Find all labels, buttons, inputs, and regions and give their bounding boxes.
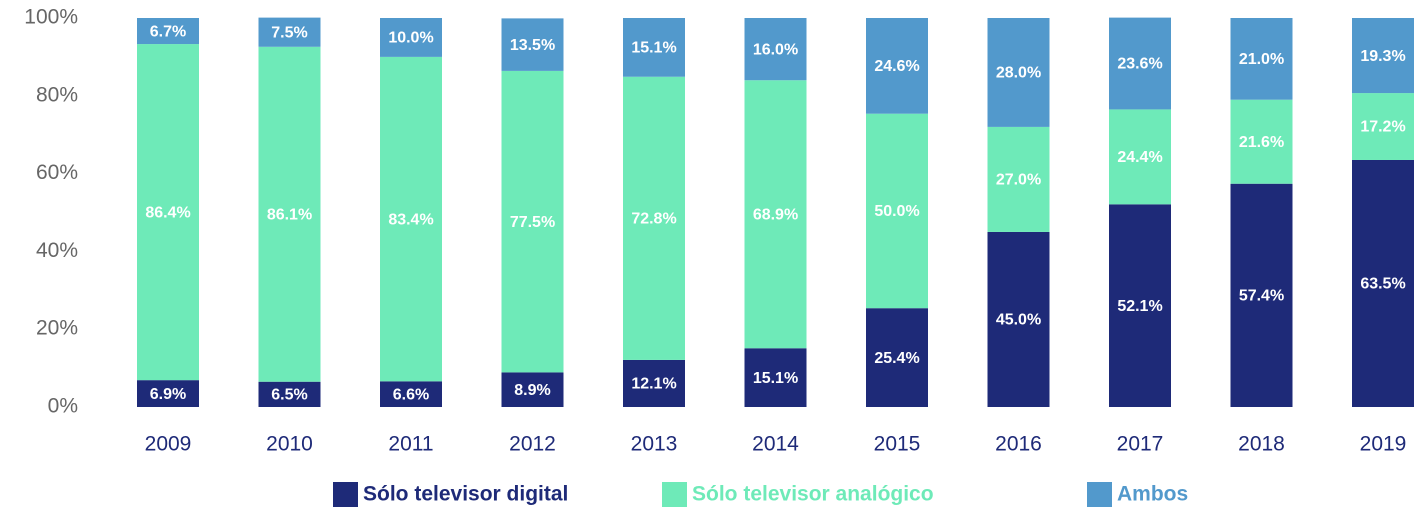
bar-segment [501,70,564,373]
legend-label: Sólo televisor digital [363,483,568,506]
x-tick-label: 2012 [509,433,556,456]
bar-segment [258,46,321,382]
bar-segment [380,56,442,382]
data-label: 6.7% [150,23,186,40]
x-tick-label: 2016 [995,433,1042,456]
data-label: 15.1% [631,40,676,57]
y-tick-label: 60% [36,161,78,184]
bar-segment [623,18,685,77]
y-tick-label: 20% [36,317,78,340]
data-label: 6.9% [150,386,186,403]
data-label: 28.0% [996,65,1041,82]
data-label: 57.4% [1239,288,1284,305]
bar-segment [137,18,199,45]
data-label: 86.1% [267,206,312,223]
y-tick-label: 100% [24,6,78,29]
bar-segment [623,76,685,360]
data-label: 8.9% [514,382,550,399]
bar-segment [258,381,321,407]
data-label: 68.9% [753,206,798,223]
data-label: 6.5% [271,387,307,404]
bar-segment [1109,17,1171,110]
data-label: 83.4% [388,211,433,228]
data-label: 52.1% [1117,298,1162,315]
data-label: 17.2% [1360,119,1405,136]
data-label: 13.5% [510,37,555,54]
x-tick-label: 2019 [1360,433,1407,456]
bar-segment [137,44,199,381]
data-label: 21.6% [1239,134,1284,151]
bar-segment [866,113,928,309]
bar-segment [258,17,321,47]
data-label: 21.0% [1239,51,1284,68]
bar-segment [623,359,685,407]
data-label: 77.5% [510,214,555,231]
bar-segment [1352,159,1414,407]
bar-segment [501,18,564,71]
legend-label: Sólo televisor analógico [692,483,934,506]
data-label: 6.6% [393,386,429,403]
bar-segment [137,380,199,407]
data-label: 50.0% [874,203,919,220]
legend-label: Ambos [1117,483,1188,506]
bar-segment [1230,183,1293,407]
bar-segment [1352,93,1414,160]
bar-segment [380,18,442,57]
x-tick-label: 2010 [266,433,313,456]
data-label: 23.6% [1117,56,1162,73]
bar-segment [1230,99,1293,184]
bar-segment [501,372,564,407]
bar-segment [987,231,1050,407]
data-label: 19.3% [1360,48,1405,65]
bar-segment [987,18,1050,127]
data-label: 86.4% [145,204,190,221]
data-label: 10.0% [388,30,433,47]
data-label: 25.4% [874,350,919,367]
bar-segment [987,126,1050,232]
data-label: 15.1% [753,370,798,387]
data-label: 12.1% [631,376,676,393]
bar-segment [744,18,807,81]
data-label: 7.5% [271,24,307,41]
bar-segment [1109,204,1171,407]
x-tick-label: 2011 [388,433,433,456]
y-tick-label: 0% [48,395,78,418]
bar-segment [866,308,928,407]
x-tick-label: 2015 [874,433,921,456]
legend-swatch [662,482,687,507]
data-label: 45.0% [996,312,1041,329]
bar-segment [1230,18,1293,100]
legend-swatch [1087,482,1112,507]
x-tick-label: 2018 [1238,433,1285,456]
x-tick-label: 2013 [631,433,678,456]
data-label: 63.5% [1360,276,1405,293]
data-label: 24.4% [1117,149,1162,166]
bar-segment [1109,109,1171,205]
bar-segment [1352,18,1414,94]
data-label: 72.8% [631,211,676,228]
y-tick-label: 80% [36,83,78,106]
x-tick-label: 2014 [752,433,799,456]
bar-segment [380,381,442,407]
bar-segment [744,348,807,407]
y-tick-label: 40% [36,239,78,262]
legend-swatch [333,482,358,507]
data-label: 24.6% [874,58,919,75]
x-tick-label: 2009 [145,433,192,456]
data-label: 16.0% [753,41,798,58]
bar-segment [744,80,807,349]
data-label: 27.0% [996,172,1041,189]
x-tick-label: 2017 [1117,433,1164,456]
bar-segment [866,18,928,114]
